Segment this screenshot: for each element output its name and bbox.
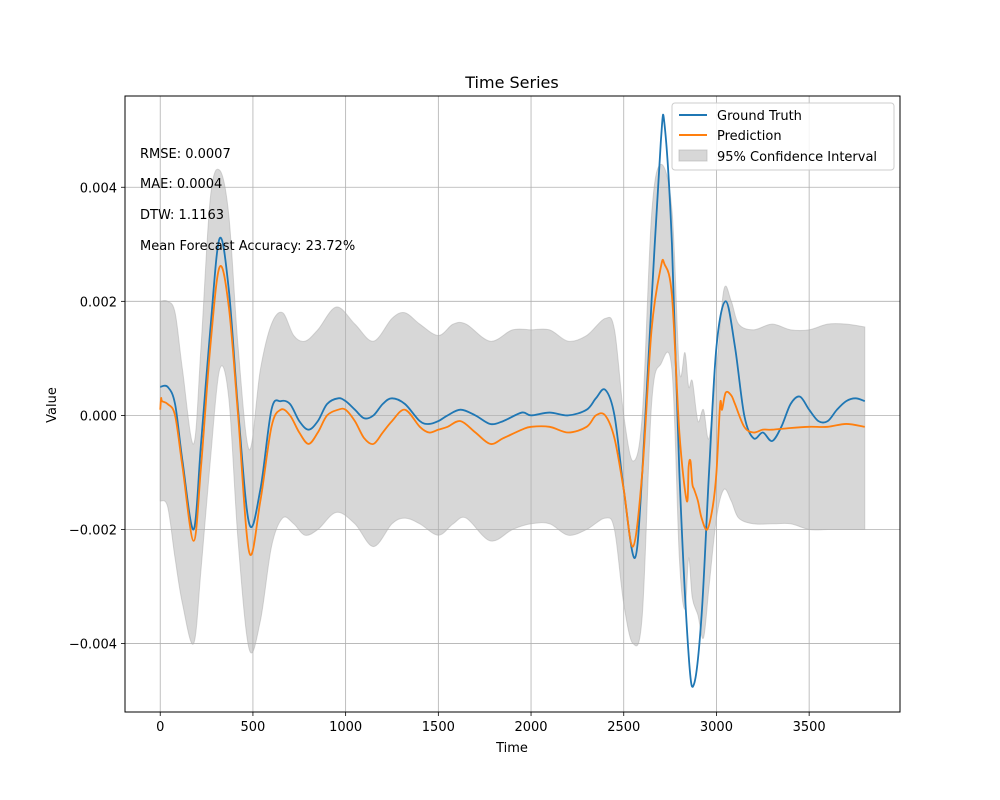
plot-frame: [124, 95, 901, 713]
legend: Ground Truth Prediction 95% Confidence I…: [671, 102, 895, 171]
legend-label-ground-truth: Ground Truth: [717, 109, 802, 124]
y-tick-label: 0.000: [80, 409, 117, 424]
x-tick-label: 500: [241, 720, 266, 735]
x-axis-label: Time: [495, 741, 528, 756]
x-tick-label: 0: [156, 720, 164, 735]
x-axis-ticks: 0 500 1000 1500 2000 2500 3000 3500: [156, 712, 826, 735]
legend-swatch-confidence: [678, 149, 708, 162]
prediction-line: [159, 258, 865, 556]
x-tick-label: 1500: [422, 720, 455, 735]
confidence-band-layer: [159, 163, 866, 654]
metrics-annotations: RMSE: 0.0007 MAE: 0.0004 DTW: 1.1163 Mea…: [140, 147, 355, 254]
x-tick-label: 1000: [329, 720, 362, 735]
y-tick-label: 0.002: [80, 295, 117, 310]
series-layer: [159, 113, 866, 688]
x-tick-label: 3500: [793, 720, 826, 735]
dtw-annotation: DTW: 1.1163: [140, 208, 224, 223]
ground-truth-line: [160, 113, 866, 688]
rmse-annotation: RMSE: 0.0007: [140, 147, 231, 162]
y-tick-label: −0.004: [69, 638, 117, 653]
x-tick-label: 2500: [607, 720, 640, 735]
y-axis-label: Value: [45, 387, 60, 423]
confidence-band: [159, 163, 866, 654]
y-tick-label: −0.002: [69, 523, 117, 538]
y-axis-ticks: −0.004 −0.002 0.000 0.002 0.004: [69, 181, 125, 653]
mae-annotation: MAE: 0.0004: [140, 177, 222, 192]
legend-label-prediction: Prediction: [717, 129, 782, 144]
x-tick-label: 2000: [514, 720, 547, 735]
legend-label-confidence: 95% Confidence Interval: [717, 150, 877, 165]
chart-title: Time Series: [464, 73, 558, 92]
x-tick-label: 3000: [700, 720, 733, 735]
accuracy-annotation: Mean Forecast Accuracy: 23.72%: [140, 239, 355, 254]
legend-box: [671, 102, 895, 171]
y-tick-label: 0.004: [80, 181, 117, 196]
